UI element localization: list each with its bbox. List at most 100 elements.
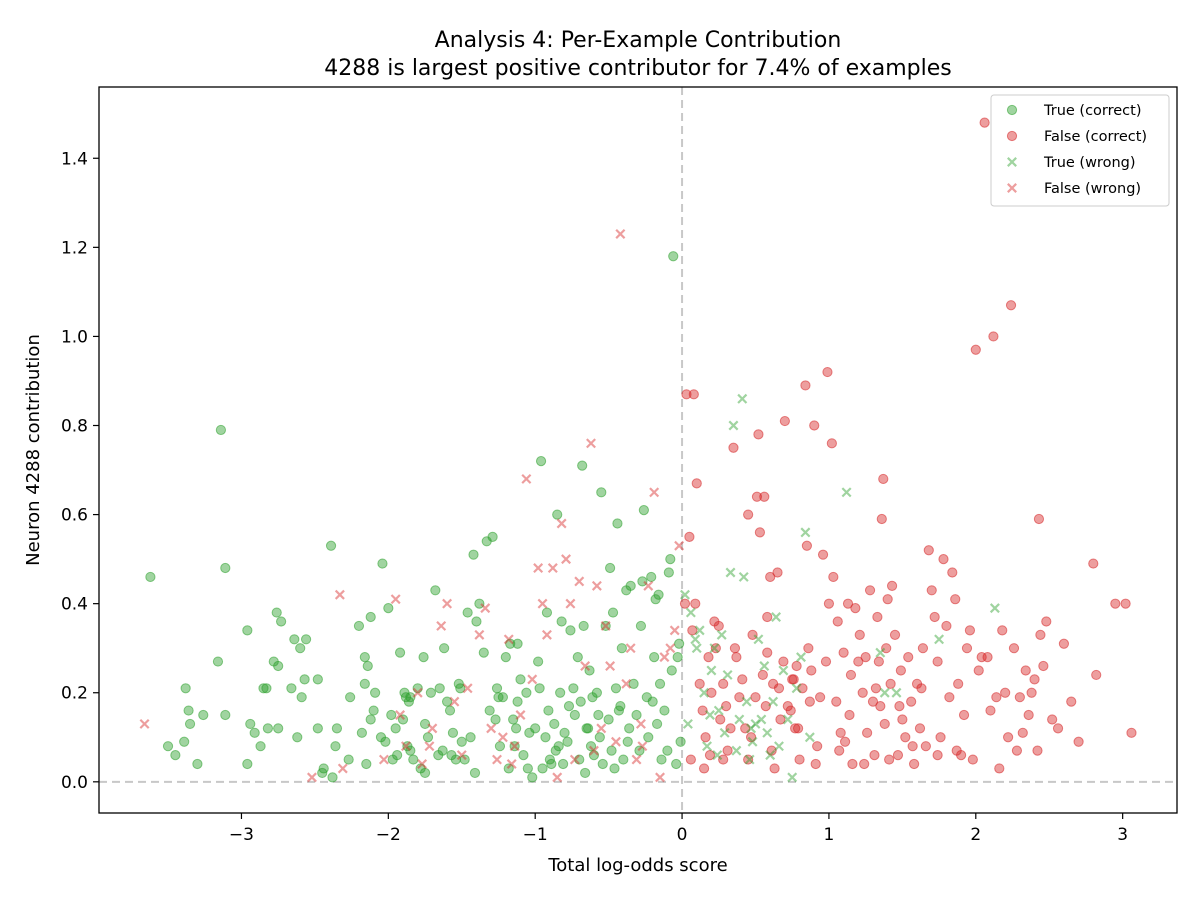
data-point	[690, 634, 701, 645]
x-tick-label: 0	[677, 825, 688, 845]
data-point	[765, 750, 776, 761]
data-point	[296, 692, 307, 703]
data-point	[212, 656, 224, 667]
y-tick-label: 0.6	[61, 506, 88, 526]
data-point	[703, 652, 714, 663]
data-point	[512, 638, 523, 649]
data-point	[718, 678, 729, 689]
data-point	[790, 723, 801, 734]
data-point	[903, 652, 914, 663]
data-point	[729, 643, 741, 654]
data-point	[405, 692, 416, 703]
data-point	[654, 678, 666, 689]
data-point	[424, 741, 435, 752]
data-point	[643, 732, 654, 743]
data-point	[725, 567, 736, 578]
data-point	[967, 754, 978, 765]
data-point	[690, 598, 701, 609]
data-point	[857, 687, 868, 698]
x-tick-label: −1	[523, 825, 548, 845]
data-point	[552, 772, 563, 783]
data-point	[359, 652, 370, 663]
data-point	[875, 701, 886, 712]
data-point	[515, 710, 526, 720]
data-point	[512, 696, 523, 707]
data-point	[826, 438, 837, 449]
data-point	[624, 723, 635, 734]
data-point	[796, 652, 806, 663]
data-point	[982, 652, 993, 663]
data-point	[220, 562, 231, 574]
data-point	[258, 683, 269, 694]
data-point	[494, 741, 506, 752]
data-point	[665, 554, 676, 565]
data-point	[527, 772, 538, 783]
data-point	[370, 687, 381, 698]
data-point	[638, 505, 649, 516]
data-point	[710, 643, 721, 654]
data-point	[575, 696, 586, 707]
data-point	[439, 643, 450, 654]
data-point	[537, 763, 548, 774]
data-point	[881, 643, 892, 654]
data-point	[753, 634, 764, 645]
data-point	[289, 634, 300, 645]
data-point	[242, 758, 253, 770]
legend: True (correct) False (correct) True (wrong…	[990, 94, 1170, 207]
data-point	[892, 749, 904, 761]
data-point	[1011, 745, 1023, 756]
data-point	[610, 736, 621, 747]
series-3	[139, 229, 685, 783]
data-point	[985, 705, 996, 716]
data-point	[743, 509, 754, 520]
data-point	[879, 687, 890, 698]
data-point	[540, 732, 551, 743]
data-point	[961, 643, 973, 654]
data-point	[647, 696, 658, 707]
data-point	[970, 344, 981, 355]
data-point	[593, 709, 604, 721]
data-points	[139, 117, 1137, 783]
data-point	[1038, 660, 1049, 672]
data-point	[812, 741, 823, 752]
data-point	[768, 696, 779, 707]
y-tick-label: 1.4	[61, 149, 88, 169]
data-point	[327, 772, 338, 783]
reference-lines	[99, 87, 1177, 813]
data-point	[552, 509, 563, 520]
data-point	[713, 620, 724, 632]
data-point	[478, 647, 489, 658]
data-point	[1073, 736, 1084, 747]
data-point	[810, 758, 821, 770]
data-point	[1003, 732, 1014, 743]
data-point	[935, 732, 946, 743]
data-point	[853, 656, 864, 667]
data-point	[728, 442, 739, 453]
data-point	[653, 589, 664, 600]
data-point	[356, 727, 367, 738]
legend-items: True (correct) False (correct) True (wrong…	[1006, 103, 1147, 197]
data-point	[1014, 692, 1025, 703]
data-point	[557, 758, 569, 770]
data-point	[547, 563, 558, 574]
data-point	[886, 580, 898, 591]
data-point	[941, 620, 952, 632]
data-point	[408, 754, 419, 765]
data-point	[503, 634, 514, 645]
legend-marker	[1006, 130, 1018, 142]
data-point	[591, 580, 602, 591]
data-point	[675, 736, 686, 747]
data-point	[754, 527, 765, 538]
data-point	[1032, 745, 1043, 756]
data-point	[1052, 723, 1064, 734]
data-point	[895, 665, 906, 676]
data-point	[757, 669, 768, 681]
data-point	[691, 643, 702, 654]
data-point	[596, 723, 607, 734]
data-point	[712, 750, 723, 761]
x-axis-ticks: −3 −2 −1 0 1 2 3	[229, 813, 1128, 845]
data-point	[832, 616, 843, 627]
data-point	[480, 603, 491, 614]
data-point	[1033, 513, 1045, 525]
series-2	[680, 393, 1000, 783]
